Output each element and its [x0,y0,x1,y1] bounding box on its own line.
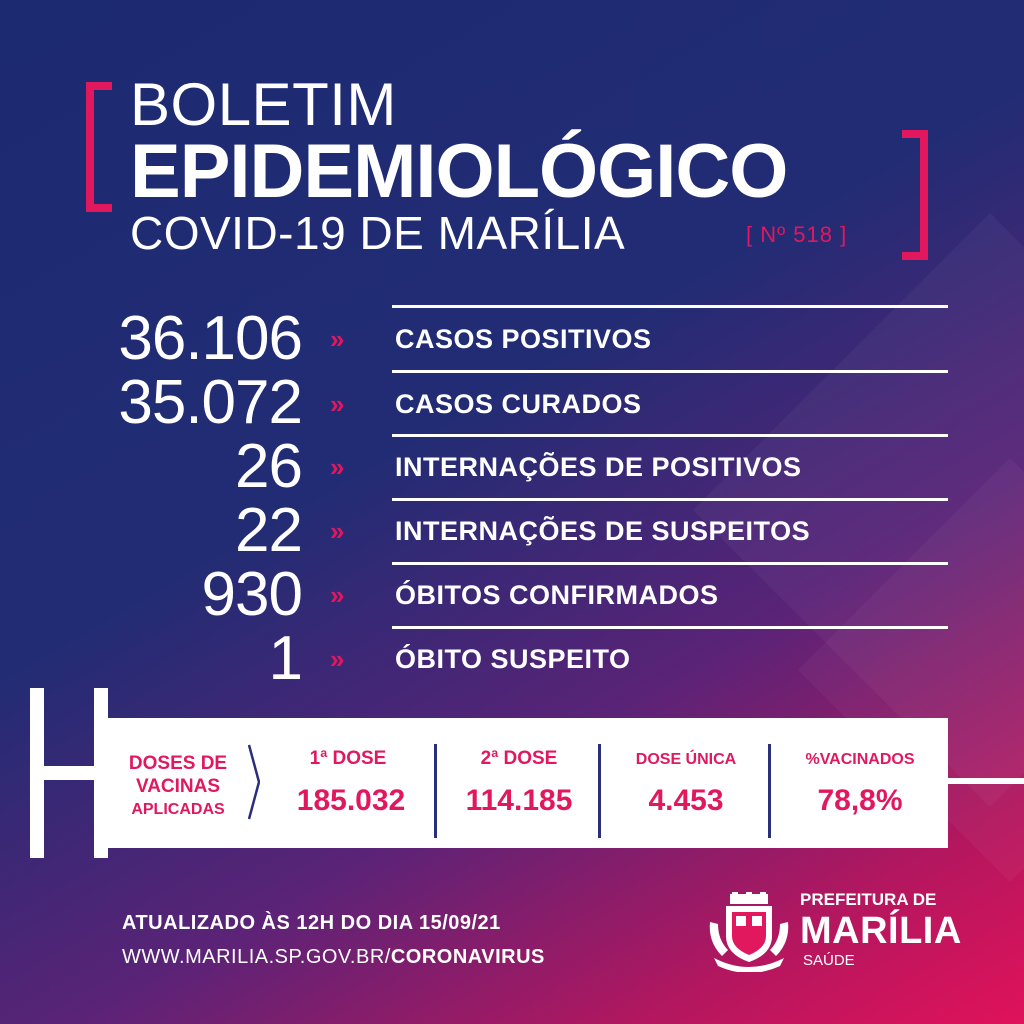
dose-value: 4.453 [648,784,724,817]
dose-value: 78,8% [817,784,903,817]
stat-value: 26 [235,432,303,501]
stat-value: 930 [201,560,303,629]
stat-value: 35.072 [118,368,303,437]
stat-divider [392,626,948,629]
column-divider [768,744,771,838]
vaccine-title-line: DOSES DE [128,753,228,774]
org-name-city: MARÍLIA [800,910,962,952]
syringe-needle-icon [948,778,1024,784]
stat-label: ÓBITOS CONFIRMADOS [395,580,719,610]
left-bracket [86,82,112,212]
dose-value: 185.032 [296,784,406,817]
stat-divider [392,562,948,565]
city-crest-icon [709,892,789,972]
dose-label: %VACINADOS [805,751,915,768]
double-chevron-icon: » [330,516,345,546]
column-divider [598,744,601,838]
stat-divider [392,498,948,501]
stat-label: CASOS POSITIVOS [395,324,652,354]
bulletin-number: [ Nº 518 ] [746,222,848,247]
vaccine-title: DOSES DE VACINAS APLICADAS [108,752,248,821]
stat-value: 36.106 [118,304,303,373]
stat-divider [392,305,948,308]
double-chevron-icon: » [330,324,345,354]
syringe-plunger-icon [94,688,108,858]
stat-label: INTERNAÇÕES DE POSITIVOS [395,452,802,482]
double-chevron-icon: » [330,389,345,419]
url-prefix: WWW.MARILIA.SP.GOV.BR/ [122,946,391,968]
stat-label: CASOS CURADOS [395,389,642,419]
dose-label: 1ª DOSE [309,748,387,769]
vaccine-title-line: VACINAS [135,776,221,797]
dose-value: 114.185 [465,784,573,817]
syringe-plunger-icon [44,766,94,780]
double-chevron-icon: » [330,452,345,482]
org-name-top: PREFEITURA DE [800,890,937,909]
syringe-plunger-icon [30,688,44,858]
chevron-right-icon [248,744,260,820]
stat-label: INTERNAÇÕES DE SUSPEITOS [395,516,811,546]
update-info: ATUALIZADO ÀS 12H DO DIA 15/09/21 [122,912,501,934]
org-department: SAÚDE [803,952,855,969]
vaccine-panel [108,718,948,848]
title-line-3: COVID-19 DE MARÍLIA [130,207,626,259]
double-chevron-icon: » [330,580,345,610]
stat-divider [392,370,948,373]
dose-label: 2ª DOSE [480,748,558,769]
url-suffix: CORONAVIRUS [390,946,545,968]
right-bracket [902,130,928,260]
title-line-1: BOLETIM [130,71,397,138]
stat-value: 1 [268,624,303,693]
stat-divider [392,434,948,437]
website-url[interactable]: WWW.MARILIA.SP.GOV.BR/CORONAVIRUS [122,946,545,969]
stat-label: ÓBITO SUSPEITO [395,644,631,674]
double-chevron-icon: » [330,644,345,674]
vaccine-title-line: APLICADAS [131,801,225,818]
stat-value: 22 [235,496,303,565]
column-divider [434,744,437,838]
title-line-2: EPIDEMIOLÓGICO [130,129,788,214]
dose-label: DOSE ÚNICA [635,751,737,768]
